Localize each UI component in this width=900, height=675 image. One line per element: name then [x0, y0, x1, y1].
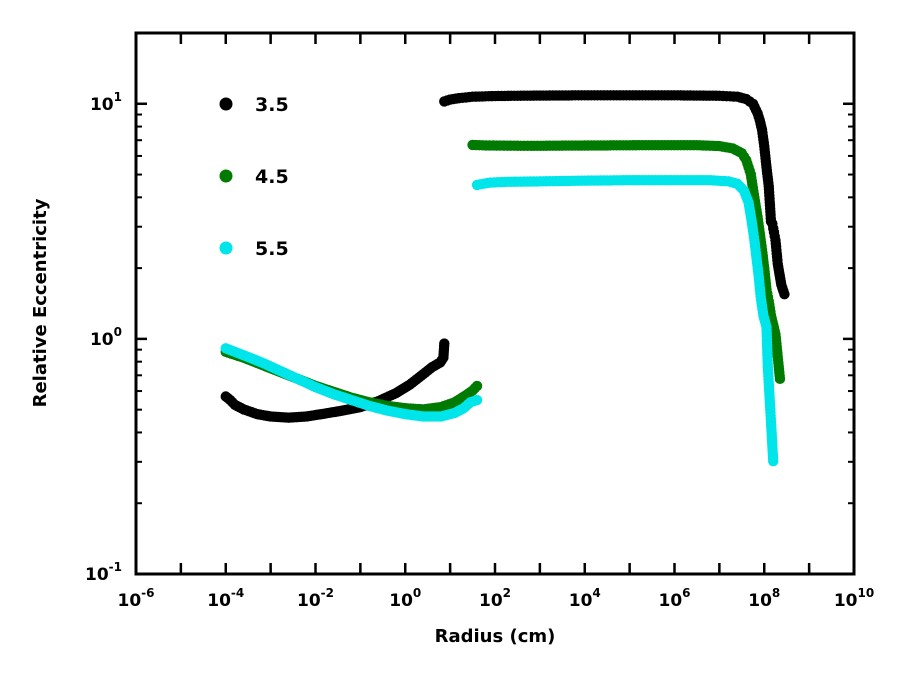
x-tick-exponent: 4 — [592, 586, 600, 600]
legend-label: 3.5 — [255, 94, 289, 116]
series-5-5-point — [768, 455, 779, 467]
y-tick-base: 10 — [85, 565, 109, 585]
y-tick-base: 10 — [90, 95, 114, 115]
series-4-5-point — [774, 373, 786, 385]
series-3-5-point — [779, 289, 790, 300]
x-tick-exponent: 8 — [772, 586, 780, 600]
x-tick-labels: 10-6 10-4 10-2 100 102 104 106 108 1010 — [117, 586, 874, 611]
x-tick-exponent: -4 — [231, 586, 244, 600]
series-3-5-point — [439, 338, 450, 349]
x-tick-label: 10-6 — [117, 586, 154, 611]
x-tick-base: 10 — [297, 591, 321, 611]
x-tick-base: 10 — [748, 591, 772, 611]
x-tick-exponent: -2 — [321, 586, 334, 600]
x-tick-base: 10 — [389, 591, 413, 611]
x-tick-base: 10 — [207, 591, 231, 611]
x-tick-base: 10 — [658, 591, 682, 611]
plot-frame — [134, 31, 856, 576]
y-tick-exponent: 1 — [114, 90, 122, 104]
x-tick-label: 10-2 — [297, 586, 334, 611]
x-axis-title: Radius (cm) — [435, 626, 556, 647]
x-tick-label: 1010 — [834, 586, 874, 611]
x-tick-exponent: 2 — [503, 586, 511, 600]
x-tick-label: 102 — [479, 586, 511, 611]
x-tick-base: 10 — [117, 591, 141, 611]
series-4-5-point — [471, 380, 483, 392]
x-tick-base: 10 — [479, 591, 503, 611]
legend-marker — [219, 241, 233, 255]
legend-marker — [219, 169, 233, 183]
legend-label: 4.5 — [255, 166, 289, 188]
y-tick-exponent: 0 — [114, 325, 122, 339]
y-axis-title: Relative Eccentricity — [30, 198, 51, 407]
y-tick-label: 10-1 — [85, 560, 122, 585]
legend-marker — [219, 97, 233, 111]
legend-label: 5.5 — [255, 238, 289, 260]
x-tick-exponent: 0 — [413, 586, 421, 600]
y-tick-base: 10 — [90, 330, 114, 350]
plot-points — [220, 90, 790, 467]
x-tick-base: 10 — [834, 591, 858, 611]
y-tick-label: 101 — [90, 90, 122, 115]
x-tick-label: 104 — [569, 586, 601, 611]
x-tick-exponent: -6 — [141, 586, 154, 600]
legend: 3.5 4.5 5.5 — [219, 94, 289, 260]
y-tick-exponent: -1 — [109, 560, 122, 574]
x-tick-label: 108 — [748, 586, 780, 611]
x-tick-exponent: 10 — [857, 586, 874, 600]
x-tick-label: 10-4 — [207, 586, 244, 611]
axis-ticks — [134, 32, 856, 576]
x-tick-label: 106 — [658, 586, 690, 611]
series-5-5-point — [471, 394, 483, 406]
x-tick-label: 100 — [389, 586, 421, 611]
x-tick-base: 10 — [569, 591, 593, 611]
x-tick-exponent: 6 — [682, 586, 690, 600]
y-tick-label: 100 — [90, 325, 122, 350]
